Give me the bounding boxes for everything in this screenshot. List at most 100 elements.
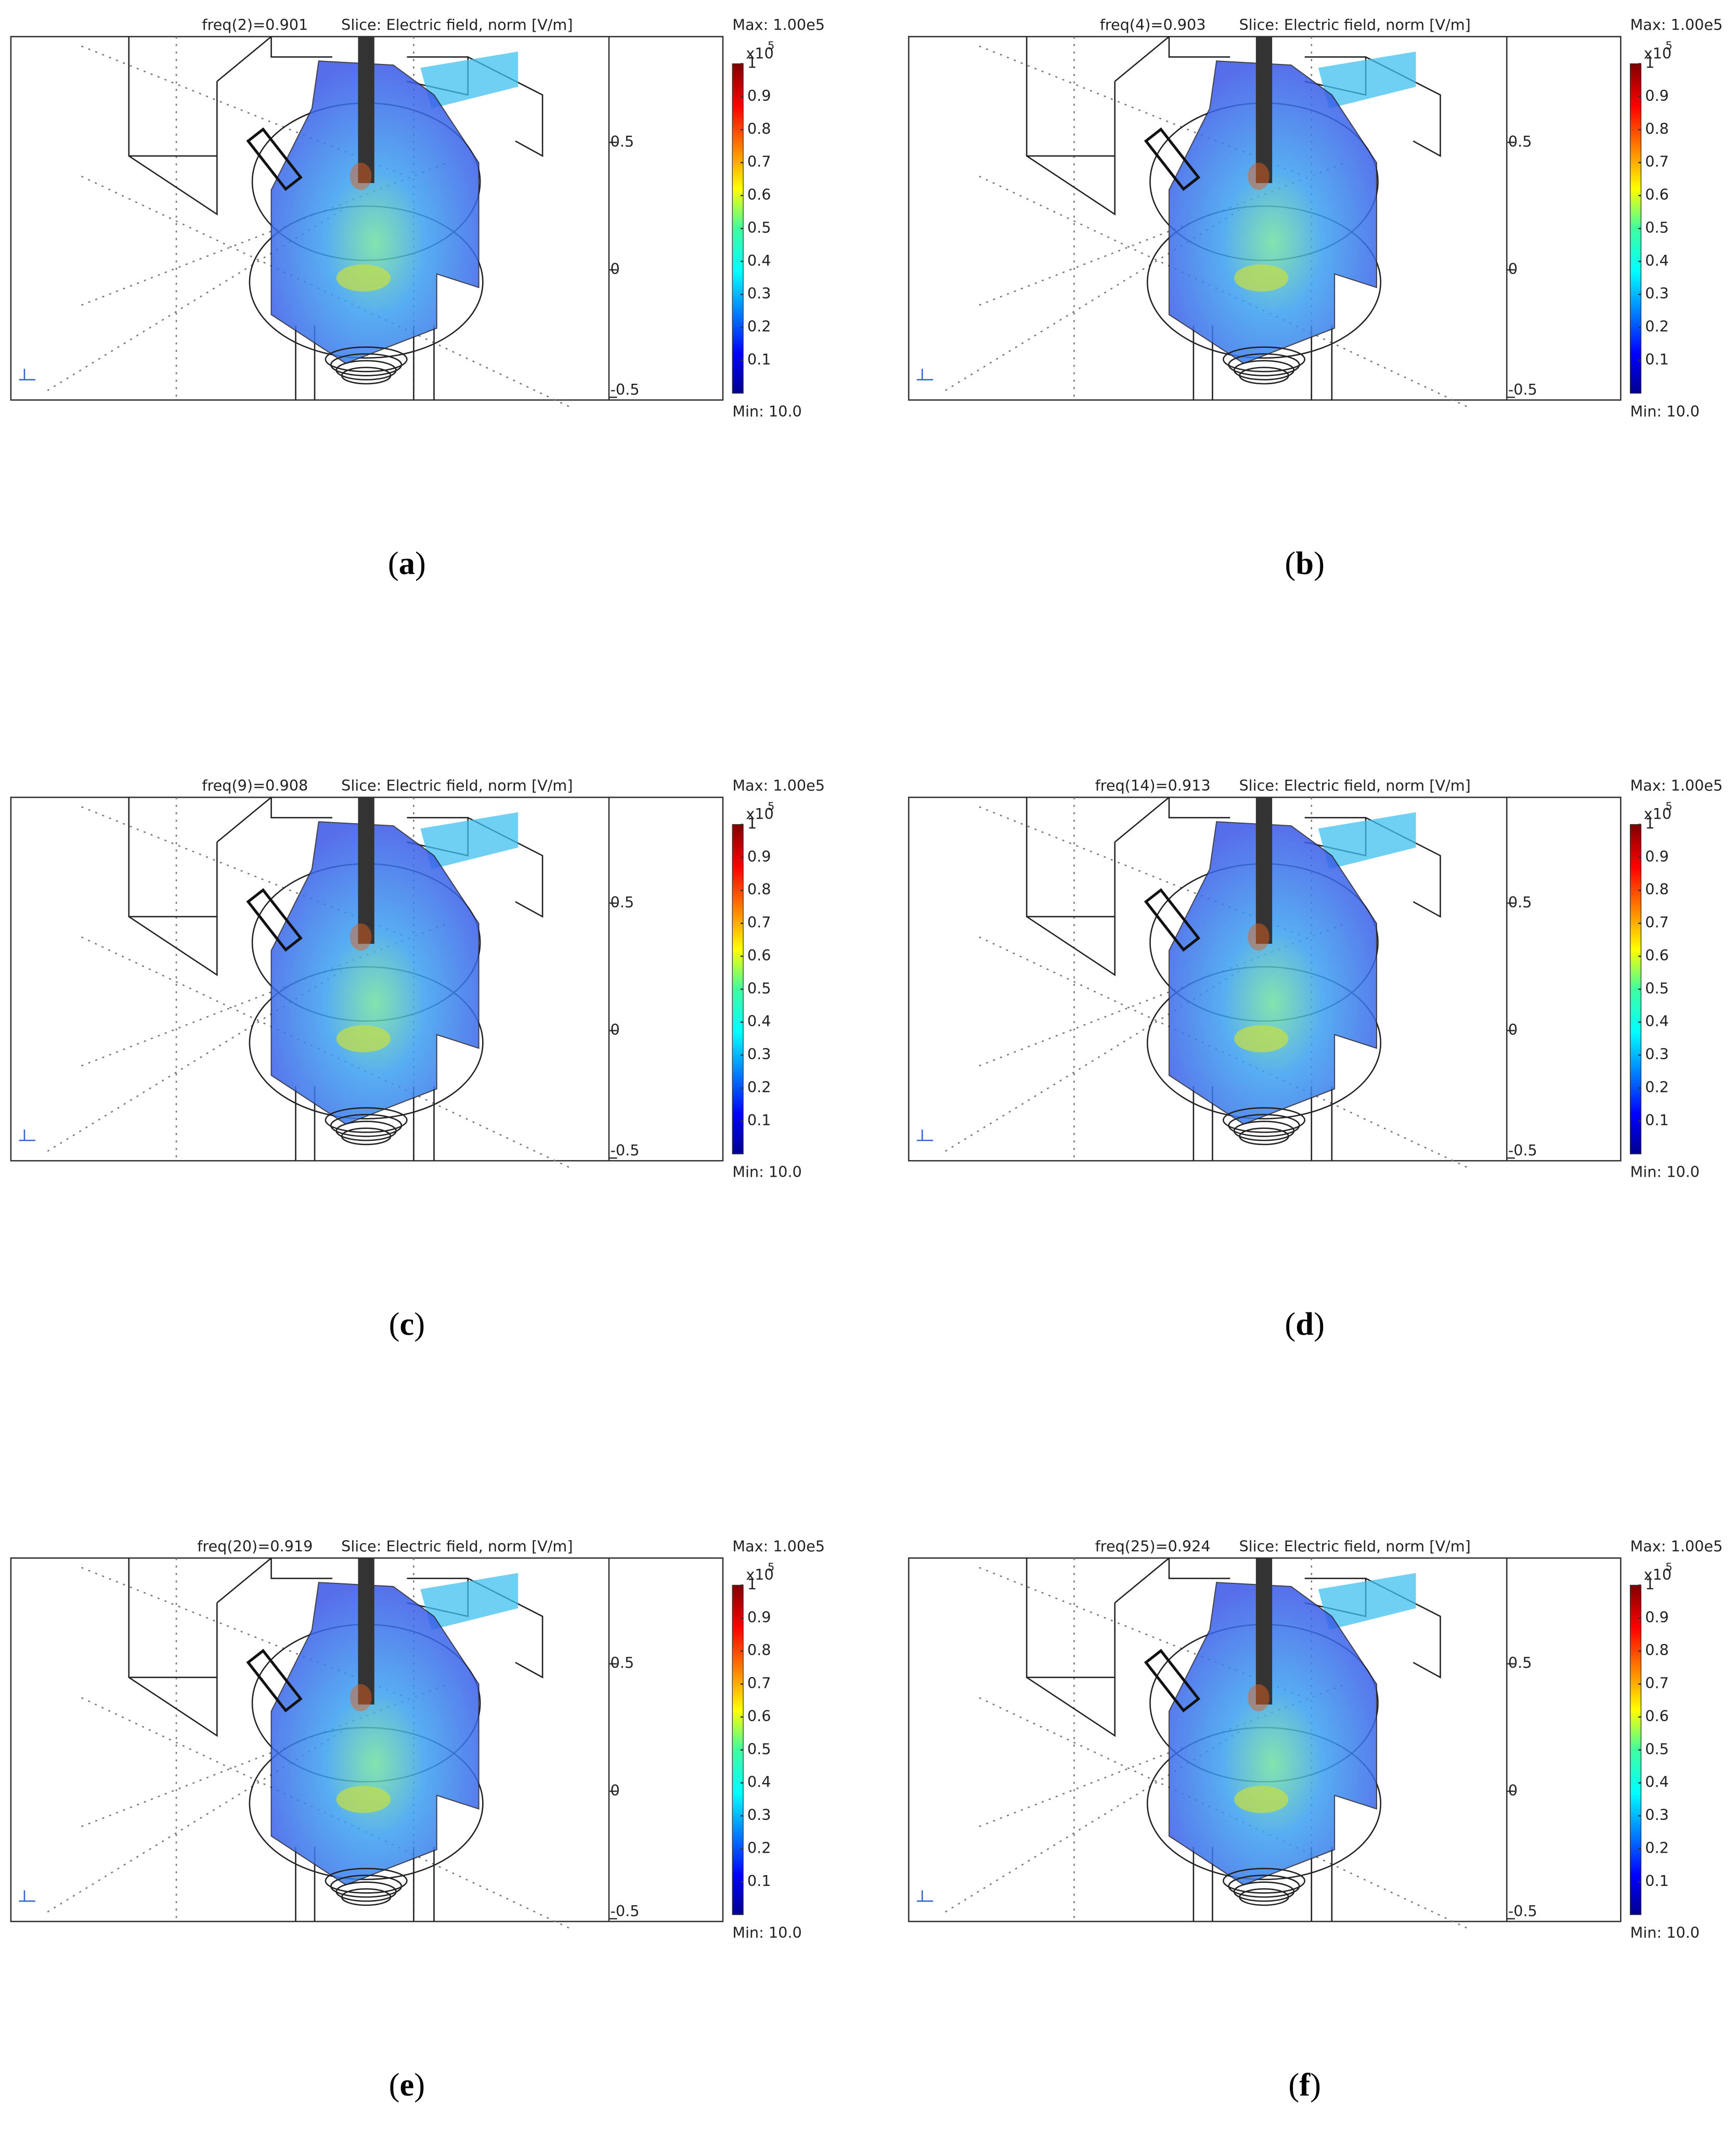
plot-title: Slice: Electric field, norm [V/m] <box>341 1537 573 1555</box>
caption: (e) <box>389 2066 425 2103</box>
field-hotspot <box>1234 1025 1289 1052</box>
colorbar-tick-label: 0.9 <box>1645 1608 1669 1626</box>
scale-exponent: 5 <box>1665 1561 1672 1573</box>
axis-tick-label: -0.5 <box>611 381 640 398</box>
probe <box>358 36 374 184</box>
axis-tick-label: 0.5 <box>1508 1654 1532 1672</box>
scale-label: x10 <box>746 1566 773 1583</box>
max-label: Max: 1.00e5 <box>1630 1537 1723 1555</box>
field-hotspot <box>1234 1786 1289 1813</box>
colorbar-tick-label: 0.7 <box>747 914 771 931</box>
colorbar-tick-label: 0.2 <box>1645 318 1669 335</box>
axis-triad <box>916 1890 934 1902</box>
min-label: Min: 10.0 <box>1630 1163 1700 1181</box>
geometry <box>1233 360 1295 381</box>
caption-letter: c <box>399 1306 414 1342</box>
axis-tick-label: 0.5 <box>1508 133 1532 150</box>
axis-tick-label: 0.5 <box>611 893 634 911</box>
probe <box>1144 888 1201 952</box>
field-slice <box>1168 60 1377 365</box>
colorbar-tick-label: 0.7 <box>747 1674 771 1692</box>
panel: freq(14)=0.913 Slice: Electric field, nor… <box>908 776 1722 1342</box>
geometry <box>295 1086 435 1161</box>
axis-tick-label: 0.5 <box>611 1654 634 1672</box>
field-slice <box>270 1582 480 1885</box>
panel: freq(20)=0.919 Slice: Electric field, nor… <box>10 1537 825 2103</box>
scale-label: x10 <box>746 805 773 823</box>
scale-exponent: 5 <box>1665 800 1672 813</box>
colorbar-tick-label: 0.9 <box>1645 87 1669 105</box>
colorbar-tick-label: 0.3 <box>747 284 771 302</box>
field-hotspot <box>336 264 391 292</box>
colorbar-tick-label: 1 <box>1645 54 1654 72</box>
max-label: Max: 1.00e5 <box>732 1537 825 1555</box>
scale-exponent: 5 <box>768 40 774 52</box>
colorbar-tick-label: 0.3 <box>1645 1806 1669 1824</box>
geometry <box>1026 797 1441 977</box>
plot-title: Slice: Electric field, norm [V/m] <box>1239 776 1470 794</box>
colorbar-tick-label: 0.7 <box>1645 153 1669 171</box>
caption: (c) <box>389 1306 425 1342</box>
axis-tick-label: -0.5 <box>611 1141 640 1159</box>
colorbar-tick-label: 0.1 <box>747 1111 771 1129</box>
axis-triad <box>916 369 934 381</box>
geometry <box>1233 1881 1295 1902</box>
colorbar-tick-label: 0.8 <box>747 120 771 137</box>
geometry <box>330 1114 403 1137</box>
field-slice <box>1318 812 1416 869</box>
colorbar-tick-label: 0.4 <box>1645 1773 1669 1791</box>
geometry <box>341 1127 392 1146</box>
axis-triad <box>19 1890 35 1902</box>
plot-title: Slice: Electric field, norm [V/m] <box>341 776 573 794</box>
colorbar-tick-label: 0.7 <box>747 153 771 171</box>
colorbar-tick-label: 0.2 <box>1645 1839 1669 1856</box>
field-slice <box>420 51 519 109</box>
axis-tick-label: 0 <box>611 1021 620 1038</box>
colorbar-tick-label: 0.4 <box>747 1773 771 1791</box>
axis-tick-label: 0 <box>611 1781 620 1799</box>
geometry <box>1222 346 1306 372</box>
axis-tick-label: 0 <box>1508 260 1518 278</box>
colorbar-tick-label: 0.1 <box>1645 1111 1669 1129</box>
field-slice <box>270 821 480 1125</box>
colorbar-tick-label: 0.1 <box>747 1872 771 1890</box>
colorbar-tick-label: 0.9 <box>1645 848 1669 865</box>
field-hotspot <box>1234 264 1289 292</box>
geometry <box>1222 1107 1306 1133</box>
colorbar-tick-label: 0.5 <box>747 1740 771 1758</box>
geometry <box>1026 36 1441 216</box>
geometry <box>1193 1086 1333 1161</box>
caption-letter: e <box>399 2066 414 2103</box>
geometry <box>128 797 543 977</box>
geometry <box>335 1121 397 1141</box>
frequency-label: freq(4)=0.903 <box>1100 16 1206 34</box>
geometry <box>335 360 397 381</box>
plot-title: Slice: Electric field, norm [V/m] <box>1239 1537 1470 1555</box>
axis-triad <box>19 1129 35 1141</box>
geometry <box>1193 1846 1333 1922</box>
axis-tick-label: 0 <box>1508 1021 1518 1038</box>
field-hotspot <box>336 1786 391 1813</box>
geometry <box>330 353 403 376</box>
scale-exponent: 5 <box>768 1561 774 1573</box>
probe <box>1255 1558 1273 1705</box>
min-label: Min: 10.0 <box>732 402 801 420</box>
field-hotspot <box>1248 923 1269 951</box>
caption: (d) <box>1285 1306 1325 1342</box>
scale-label: x10 <box>746 44 773 62</box>
geometry <box>341 1888 392 1906</box>
geometry <box>341 367 392 385</box>
colorbar-tick-label: 0.6 <box>1645 1707 1669 1725</box>
geometry <box>128 1557 543 1737</box>
panel: freq(2)=0.901 Slice: Electric field, norm… <box>10 16 825 581</box>
geometry <box>295 325 435 400</box>
frequency-label: freq(9)=0.908 <box>202 776 308 794</box>
probe <box>358 797 374 944</box>
colorbar-tick-label: 0.4 <box>1645 252 1669 269</box>
axis-tick-label: -0.5 <box>1508 381 1537 398</box>
colorbar-tick-label: 1 <box>1645 1575 1654 1593</box>
axis-tick-label: 0 <box>1508 1781 1518 1799</box>
colorbar-tick-label: 0.5 <box>1645 1740 1669 1758</box>
probe <box>358 1558 374 1705</box>
colorbar-tick-label: 0.4 <box>1645 1012 1669 1030</box>
